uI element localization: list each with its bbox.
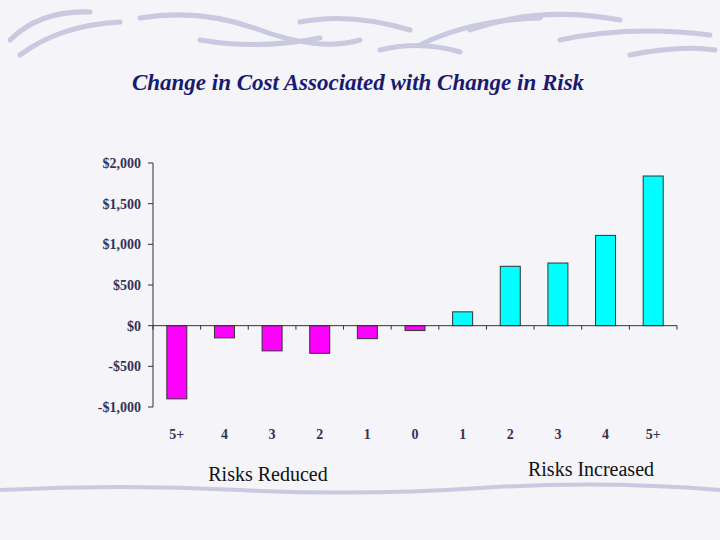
decoration-line	[0, 484, 720, 492]
x-tick-label: 2	[507, 427, 514, 442]
bar	[643, 176, 663, 326]
y-tick-label: $1,000	[103, 237, 142, 252]
y-tick-label: -$500	[108, 359, 141, 374]
decoration-stroke	[20, 22, 120, 55]
x-tick-mark	[200, 326, 201, 330]
title: Change in Cost Associated with Change in…	[132, 70, 585, 95]
chart: Change in Cost Associated with Change in…	[0, 0, 720, 540]
bar	[500, 266, 520, 325]
background	[0, 0, 720, 540]
y-tick-label: $0	[127, 319, 141, 334]
x-tick-mark	[581, 326, 582, 330]
y-tick	[148, 203, 153, 204]
y-tick	[148, 285, 153, 286]
decoration-stroke	[200, 38, 320, 45]
decoration-stroke	[420, 18, 540, 45]
x-tick-mark	[343, 326, 344, 330]
x-tick-mark	[534, 326, 535, 330]
x-tick-label: 1	[364, 427, 371, 442]
y-tick-label: $1,500	[103, 197, 142, 212]
x-tick-label: 2	[316, 427, 323, 442]
y-tick	[148, 244, 153, 245]
x-tick-label: 4	[602, 427, 609, 442]
decoration	[10, 12, 715, 55]
y-tick	[148, 325, 153, 326]
bar	[357, 326, 377, 339]
y-tick	[148, 366, 153, 367]
x-tick-label: 4	[221, 427, 228, 442]
x-tick-label: 3	[554, 427, 561, 442]
decoration-stroke	[470, 14, 620, 30]
x-tick-label: 0	[412, 427, 419, 442]
y-tick-label: -$1,000	[98, 400, 141, 415]
x-tick-mark	[486, 326, 487, 330]
x-tick-mark	[295, 326, 296, 330]
x-tick-mark	[391, 326, 392, 330]
x-tick-label: 1	[459, 427, 466, 442]
bar	[262, 326, 282, 351]
bar	[548, 263, 568, 326]
decoration-stroke	[300, 18, 410, 30]
x-tick-mark	[629, 326, 630, 330]
x-tick-mark	[153, 326, 154, 330]
y-tick	[148, 407, 153, 408]
annotation: Risks Reduced	[208, 463, 327, 485]
bar	[167, 326, 187, 399]
bar	[214, 326, 234, 338]
x-tick-label: 5+	[646, 427, 661, 442]
decoration-stroke	[560, 31, 710, 40]
x-tick-mark	[248, 326, 249, 330]
bar	[453, 312, 473, 326]
x-tick-mark	[438, 326, 439, 330]
annotation: Risks Increased	[528, 458, 654, 480]
x-tick-label: 5+	[169, 427, 184, 442]
y-tick	[148, 163, 153, 164]
bar	[405, 326, 425, 331]
decoration-stroke	[380, 45, 460, 52]
bar	[310, 326, 330, 354]
x-tick-mark	[677, 326, 678, 330]
bar	[596, 235, 616, 325]
y-tick-label: $500	[113, 278, 141, 293]
x-axis	[153, 325, 677, 326]
decoration-stroke	[630, 48, 715, 55]
y-tick-label: $2,000	[103, 156, 142, 171]
x-tick-label: 3	[269, 427, 276, 442]
